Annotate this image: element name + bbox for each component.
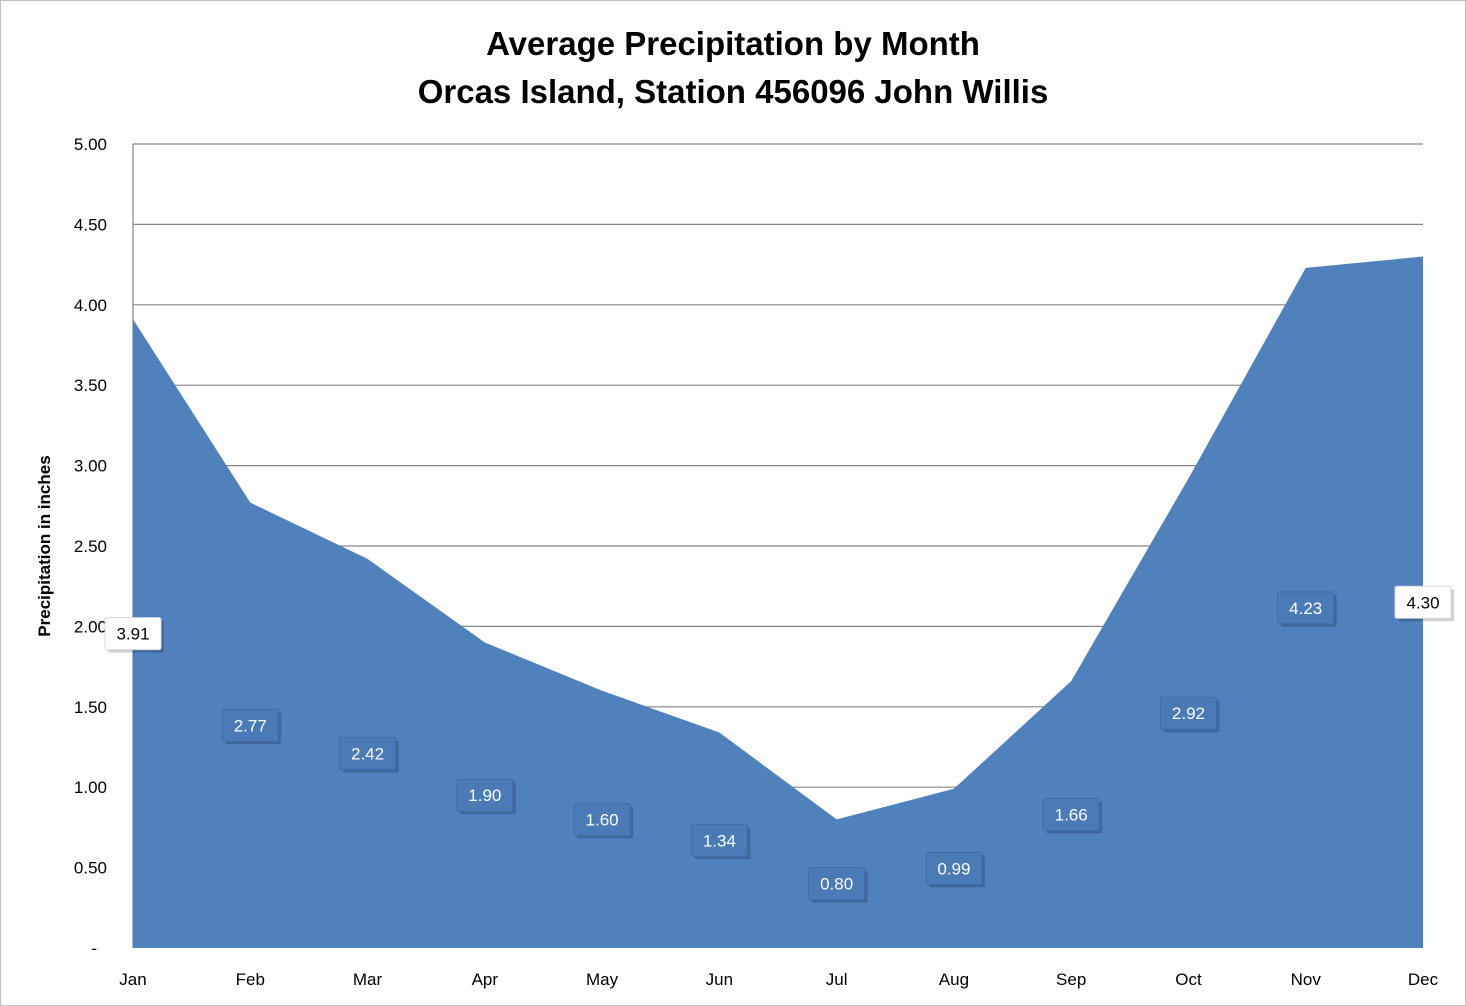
data-label-box [808,867,866,901]
data-label-text: 1.60 [586,810,619,829]
data-label: 2.92 [1159,696,1220,733]
data-label-box [339,736,397,770]
x-tick-label: Jul [826,970,848,989]
data-label-text: 3.91 [116,625,149,644]
chart-title-line-2: Orcas Island, Station 456096 John Willis [417,73,1049,110]
data-label-text: 0.80 [820,875,853,894]
data-label-box [690,823,748,857]
x-tick-label: Sep [1056,970,1086,989]
x-tick-label: Aug [939,970,969,989]
data-label-box [1159,696,1217,730]
data-label: 1.60 [573,802,634,839]
x-tick-label: Oct [1175,970,1202,989]
x-tick-label: Dec [1408,970,1439,989]
data-labels: 3.91 2.77 2.42 1.90 1.60 1.34 0.80 0.99 1.66 2.92… [104,585,1454,903]
data-label: 0.99 [925,851,985,888]
x-tick-label: Feb [236,970,265,989]
x-tick-label: Nov [1291,970,1322,989]
data-label: 2.77 [221,708,282,745]
data-label-text: 4.23 [1289,599,1322,618]
data-label: 1.66 [1042,798,1103,834]
y-tick-label: 4.50 [74,215,107,234]
data-label: 1.34 [690,823,751,860]
data-label-box [456,778,514,812]
data-label-text: 1.34 [703,831,736,850]
data-label-text: 2.92 [1172,704,1205,723]
data-label-box [925,851,983,885]
y-tick-label: 1.50 [74,698,107,717]
data-label-text: 0.99 [937,859,970,878]
x-tick-label: Mar [353,970,383,989]
data-label: 2.42 [339,736,399,773]
chart-title: Average Precipitation by Month Orcas Isl… [0,20,1466,116]
data-label: 4.30 [1394,585,1454,622]
y-tick-label: 0.50 [74,859,107,878]
data-label-box [1042,798,1100,832]
data-label-text: 4.30 [1406,593,1439,612]
y-tick-label: 3.50 [74,376,107,395]
data-label-box [221,708,279,742]
area-series-precipitation [133,256,1423,948]
data-label: 3.91 [104,617,164,653]
data-label-box [1277,591,1335,625]
chart-title-line-1: Average Precipitation by Month [486,25,980,62]
x-tick-label: Apr [472,970,499,989]
data-label: 4.23 [1277,591,1337,627]
y-tick-label: 1.00 [74,778,107,797]
area-layer [133,256,1423,948]
data-label-text: 2.77 [234,716,267,735]
data-label-box [104,617,162,651]
data-label: 1.90 [456,778,516,815]
y-tick-label: - [91,939,97,958]
data-label-text: 1.66 [1055,806,1088,825]
data-label-text: 1.90 [468,786,501,805]
y-tick-label: 2.50 [74,537,107,556]
x-tick-label: Jan [119,970,146,989]
x-tick-label: May [586,970,619,989]
y-axis-title: Precipitation in inches [35,455,54,636]
data-label-box [573,802,631,836]
y-tick-label: 5.00 [74,135,107,154]
y-tick-label: 4.00 [74,296,107,315]
x-tick-label: Jun [706,970,733,989]
data-label: 0.80 [808,867,868,903]
x-axis-tick-labels: Jan Feb Mar Apr May Jun Jul Aug Sep Oct Nov Dec [119,970,1438,989]
y-tick-label: 3.00 [74,457,107,476]
data-label-box [1394,585,1452,619]
y-tick-label: 2.00 [74,617,107,636]
y-axis-tick-labels: - 0.50 1.00 1.50 2.00 2.50 3.00 3.50 4.00 4.50 5.0… [74,135,107,958]
data-label-text: 2.42 [351,744,384,763]
